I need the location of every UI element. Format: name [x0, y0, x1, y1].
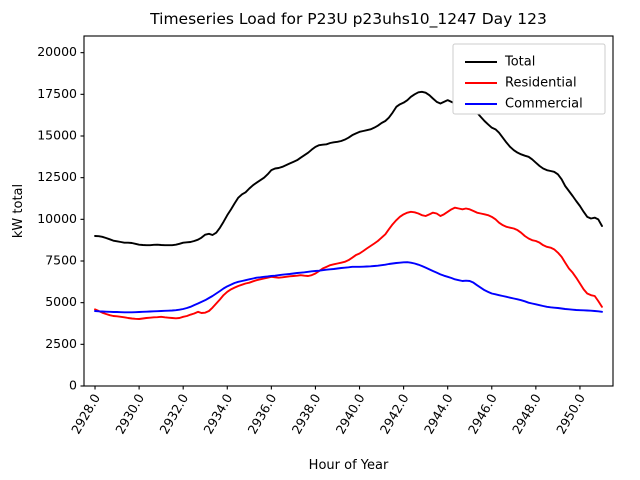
- legend-label-commercial: Commercial: [505, 97, 583, 112]
- plot-axes-frame: [83, 35, 614, 387]
- series-line-commercial: [94, 261, 603, 314]
- x-tick-label: 2928.0: [68, 391, 103, 436]
- x-tick-label: 2938.0: [289, 391, 324, 436]
- y-tick-label: 5000: [45, 294, 77, 309]
- x-tick-label: 2940.0: [333, 391, 368, 436]
- legend-label-residential: Residential: [505, 76, 577, 91]
- y-tick-label: 7500: [45, 253, 77, 268]
- x-tick-label: 2942.0: [377, 391, 412, 436]
- x-tick-label: 2948.0: [509, 391, 544, 436]
- x-tick-label: 2930.0: [112, 391, 147, 436]
- x-tick-label: 2944.0: [421, 391, 456, 436]
- y-tick-label: 20000: [37, 44, 77, 59]
- y-tick-label: 17500: [37, 86, 77, 101]
- x-tick-label: 2946.0: [465, 391, 500, 436]
- x-tick-label: 2936.0: [244, 391, 279, 436]
- chart-title: Timeseries Load for P23U p23uhs10_1247 D…: [149, 10, 547, 29]
- y-tick-label: 2500: [45, 336, 77, 351]
- y-tick-label: 12500: [37, 169, 77, 184]
- x-tick-label: 2932.0: [156, 391, 191, 436]
- series-line-total: [94, 90, 603, 247]
- y-tick-label: 0: [69, 378, 77, 393]
- legend-label-total: Total: [504, 55, 535, 70]
- y-tick-label: 10000: [37, 211, 77, 226]
- y-tick-label: 15000: [37, 128, 77, 143]
- series-line-residential: [94, 206, 603, 320]
- y-axis-title: kW total: [11, 184, 26, 238]
- x-tick-label: 2950.0: [553, 391, 588, 436]
- x-tick-label: 2934.0: [200, 391, 235, 436]
- x-axis-title: Hour of Year: [309, 458, 389, 473]
